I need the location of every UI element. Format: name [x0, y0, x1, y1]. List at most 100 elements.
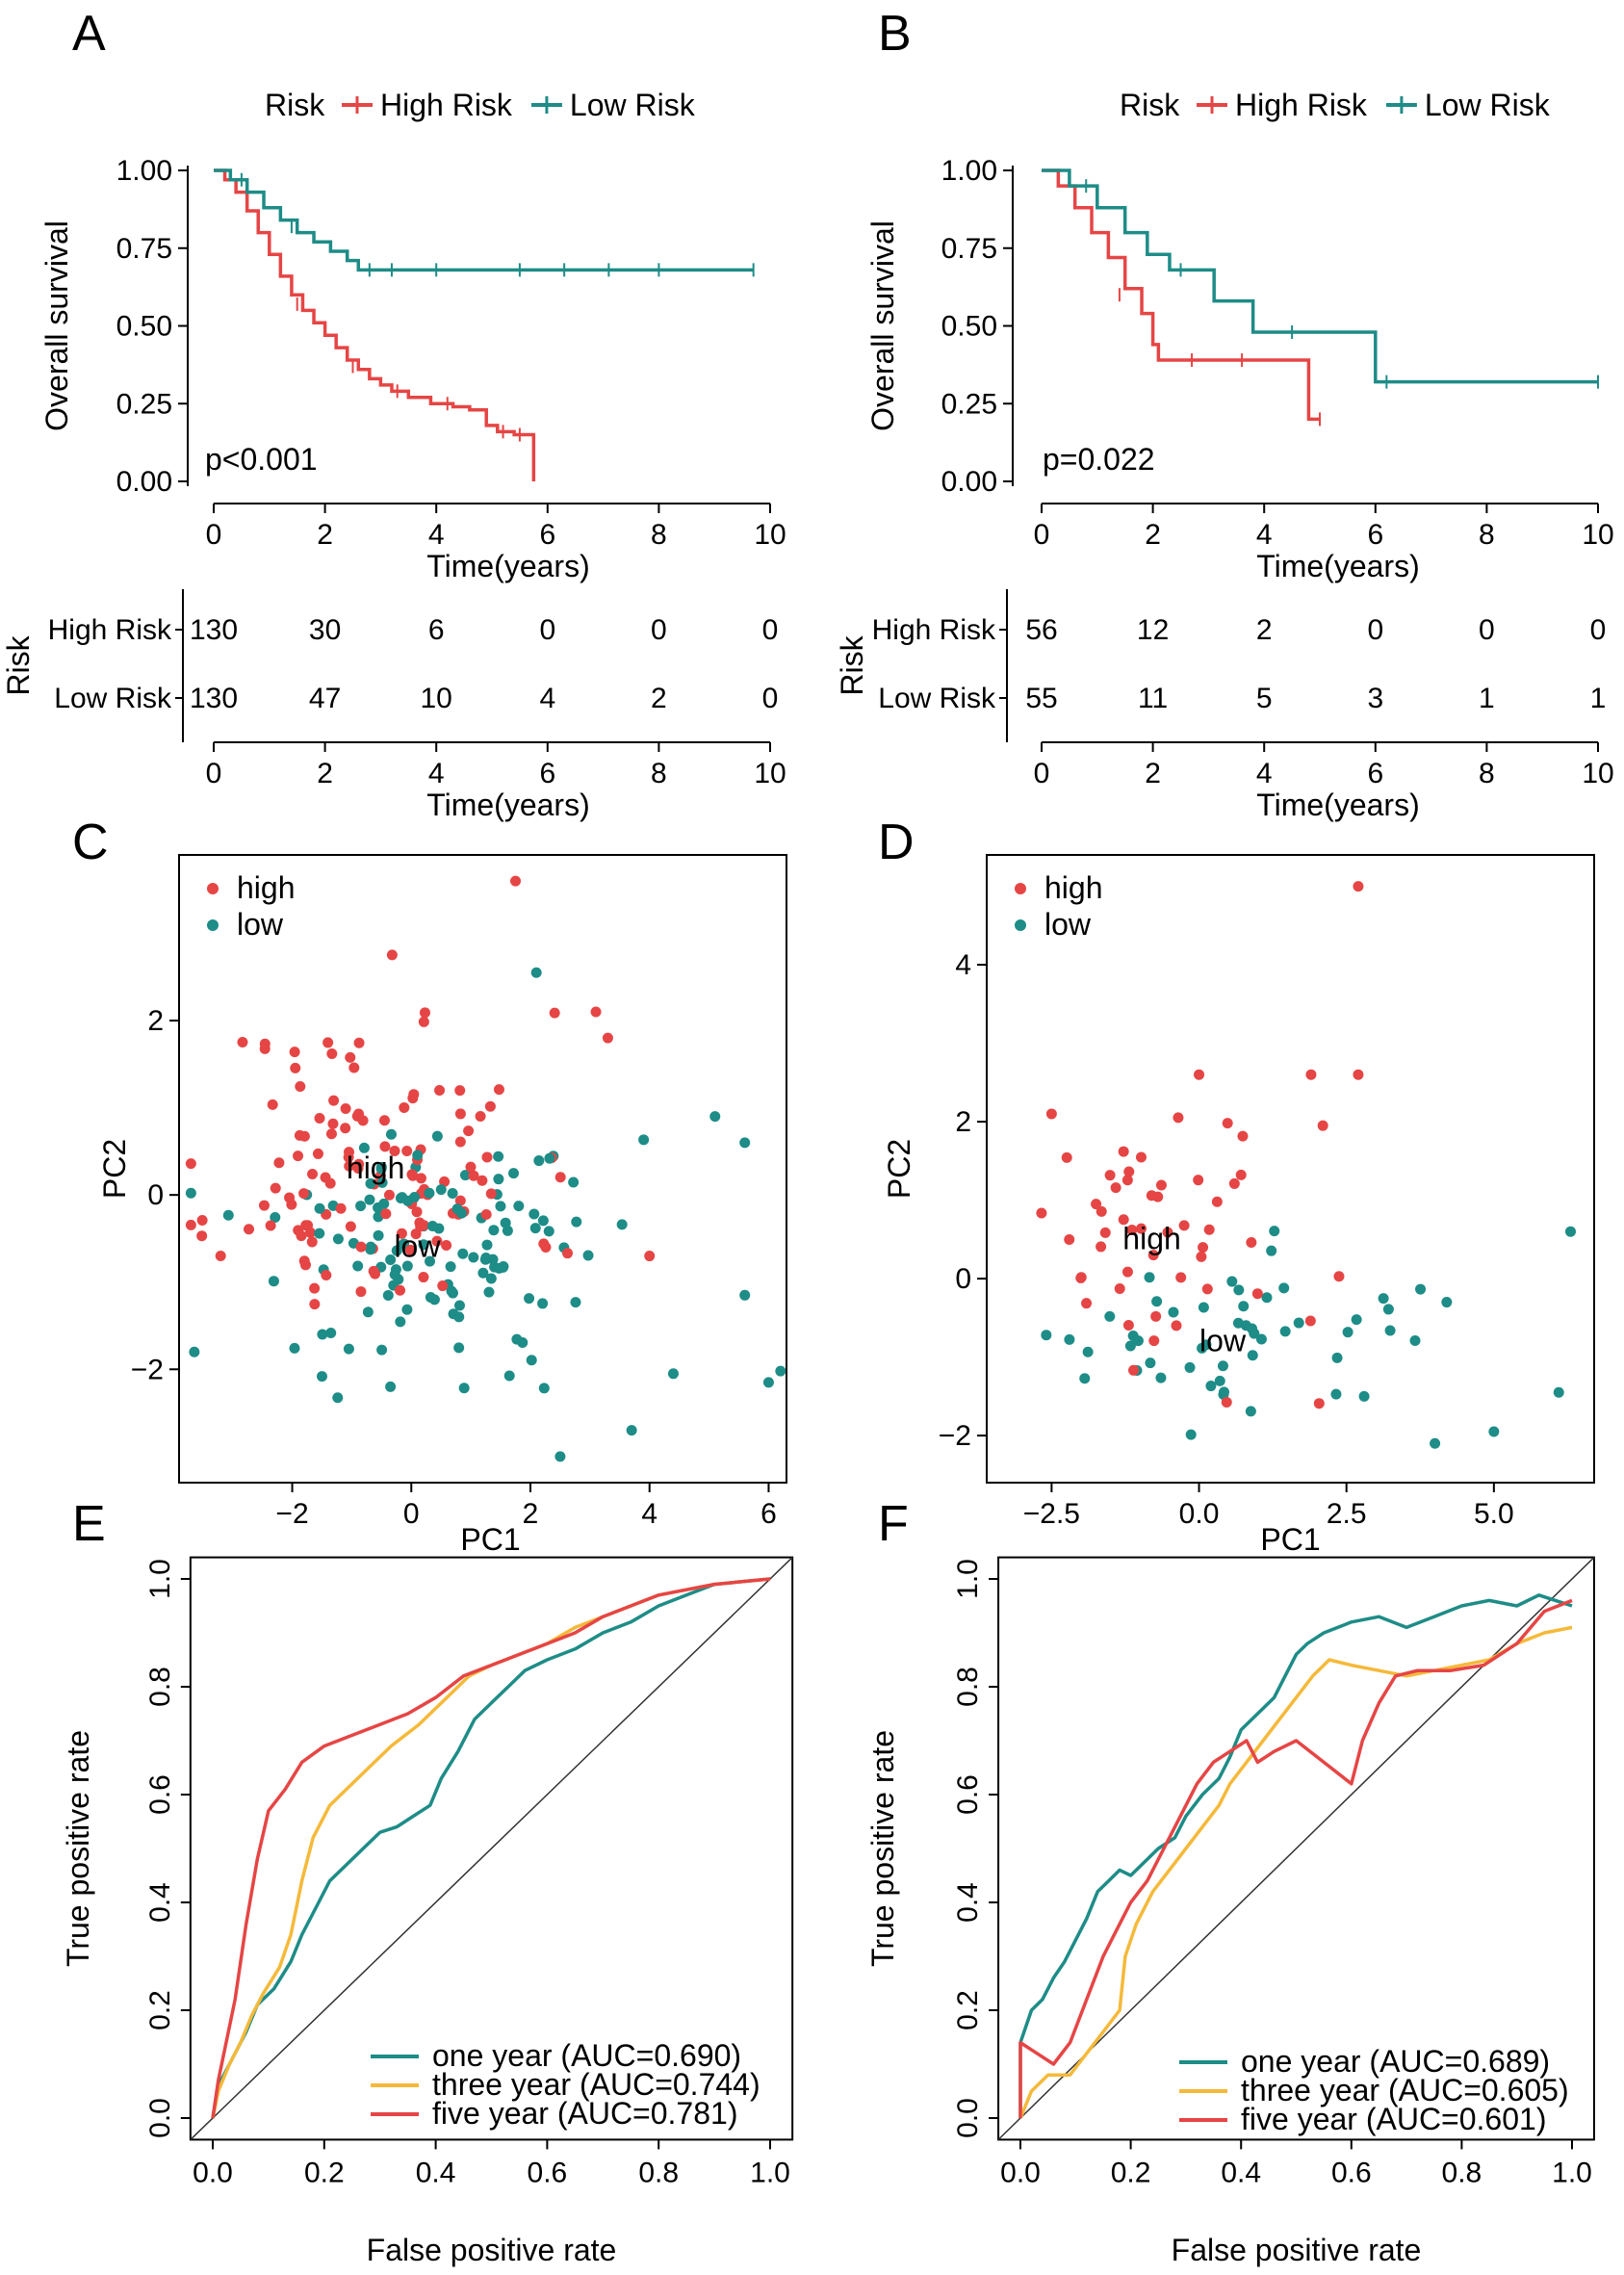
point-low — [1155, 1372, 1167, 1383]
y-axis-label: PC2 — [882, 1139, 916, 1199]
point-high — [1173, 1112, 1184, 1124]
x-tick-label: 5.0 — [1474, 1498, 1514, 1530]
point-low — [453, 1342, 465, 1354]
x-tick-label: 4 — [428, 519, 445, 551]
point-high — [561, 1248, 573, 1259]
point-low — [426, 1221, 438, 1232]
point-high — [355, 1241, 367, 1253]
point-low — [544, 1152, 555, 1164]
point-high — [273, 1157, 285, 1169]
y-tick-label: 4 — [955, 949, 971, 981]
point-high — [1317, 1120, 1328, 1131]
x-tick-label: 6 — [1367, 758, 1383, 789]
point-high — [215, 1251, 226, 1262]
y-tick-label: 0.0 — [952, 2098, 984, 2138]
point-low — [332, 1233, 344, 1245]
y-tick-label: 0.75 — [116, 233, 172, 265]
point-low — [1331, 1352, 1343, 1363]
risk-count: 3 — [1367, 683, 1383, 714]
point-high — [1104, 1170, 1116, 1181]
x-tick-label: 10 — [754, 758, 786, 789]
point-high — [237, 1036, 248, 1047]
centroid-label: low — [394, 1229, 441, 1264]
panel-label-A: A — [72, 6, 106, 62]
y-tick-label: 0.8 — [952, 1667, 984, 1707]
point-high — [386, 949, 398, 961]
point-low — [1238, 1301, 1250, 1312]
point-high — [309, 1299, 321, 1310]
point-high — [1178, 1220, 1190, 1231]
point-low — [355, 1201, 367, 1212]
x-tick-label: 6 — [539, 519, 555, 551]
x-axis-label: Time(years) — [426, 788, 589, 822]
x-tick-label: 2 — [1145, 758, 1161, 789]
x-tick-label: 0.8 — [1442, 2157, 1482, 2188]
point-low — [401, 1260, 413, 1272]
point-low — [528, 1208, 540, 1220]
y-tick-label: 1.0 — [952, 1559, 984, 1599]
point-low — [270, 1211, 281, 1223]
point-low — [1205, 1381, 1217, 1392]
point-high — [493, 1084, 504, 1096]
x-tick-label: 8 — [651, 519, 667, 551]
point-high — [1114, 1282, 1125, 1294]
point-low — [483, 1286, 495, 1298]
point-high — [380, 1208, 392, 1220]
point-low — [1488, 1426, 1500, 1437]
legend-dot — [207, 883, 219, 894]
y-tick-label: 0.4 — [144, 1882, 176, 1923]
point-low — [1132, 1335, 1144, 1347]
x-axis-label: Time(years) — [426, 549, 589, 583]
y-tick-label: 0.6 — [952, 1774, 984, 1815]
point-low — [1430, 1437, 1441, 1449]
point-high — [1175, 1272, 1187, 1283]
point-high — [1222, 1118, 1233, 1129]
x-tick-label: 2 — [317, 519, 333, 551]
legend-label: low — [1044, 907, 1092, 942]
point-high — [554, 1172, 566, 1183]
point-high — [454, 1136, 466, 1148]
point-low — [385, 1254, 397, 1265]
point-low — [1247, 1323, 1258, 1334]
point-high — [1128, 1364, 1140, 1376]
point-low — [477, 1267, 489, 1279]
point-high — [353, 1037, 365, 1048]
point-low — [481, 1239, 493, 1251]
point-low — [268, 1276, 279, 1287]
point-high — [296, 1230, 307, 1242]
km-legend: Risk High Risk Low Risk — [1120, 88, 1551, 122]
x-tick-label: 8 — [651, 758, 667, 789]
point-low — [1342, 1327, 1353, 1338]
point-high — [289, 1047, 300, 1058]
risk-count: 1 — [1590, 683, 1607, 714]
point-high — [1194, 1069, 1205, 1080]
x-tick-label: 10 — [754, 519, 786, 551]
point-low — [1104, 1310, 1116, 1322]
point-high — [415, 1173, 426, 1184]
point-high — [1193, 1175, 1204, 1186]
point-high — [602, 1032, 613, 1044]
point-low — [1247, 1350, 1258, 1361]
point-low — [1041, 1330, 1052, 1341]
legend-label: one year (AUC=0.690) — [432, 2038, 741, 2073]
point-high — [270, 1182, 281, 1194]
point-low — [448, 1308, 459, 1320]
point-low — [314, 1202, 325, 1214]
point-low — [537, 1298, 549, 1309]
x-tick-label: 0.6 — [528, 2157, 568, 2188]
point-high — [1171, 1320, 1182, 1331]
point-high — [344, 1160, 355, 1172]
x-tick-label: 2.5 — [1327, 1498, 1367, 1530]
panel-label-C: C — [72, 814, 109, 870]
point-low — [1184, 1361, 1196, 1373]
x-tick-label: 0.0 — [1000, 2157, 1041, 2188]
km-legend: Risk High Risk Low Risk — [265, 88, 696, 122]
point-high — [407, 1093, 419, 1104]
point-low — [1064, 1333, 1075, 1345]
point-high — [1096, 1205, 1107, 1217]
point-high — [1150, 1310, 1162, 1322]
y-axis-label: PC2 — [97, 1139, 132, 1199]
x-tick-label: 0 — [206, 519, 222, 551]
point-low — [316, 1371, 327, 1383]
risk-count: 0 — [1367, 614, 1383, 646]
